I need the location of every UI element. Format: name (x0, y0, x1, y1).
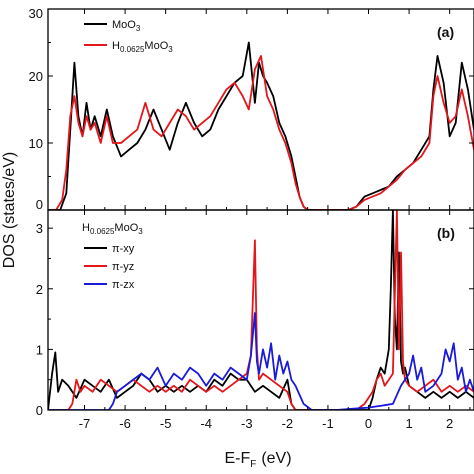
panel-a-series-h0-0625moo3 (48, 55, 474, 210)
panel-b-series-yz (48, 210, 474, 410)
panel-a-legend: MoO3 H0.0625MoO3 (84, 19, 173, 54)
legend-h-tail: MoO (144, 40, 168, 52)
legend-title-sub2: 3 (138, 227, 143, 236)
x-tick-label--1: -1 (322, 416, 334, 431)
panel-b-frame (47, 209, 474, 411)
legend-label-h-moo3: H0.0625MoO3 (112, 40, 173, 54)
legend-label-moo3: MoO3 (112, 19, 141, 33)
legend-title-base: H (82, 222, 90, 234)
x-tick-label--5: -5 (160, 416, 172, 431)
panel-a-ytick-label-20: 20 (29, 69, 43, 84)
legend-title-sub: 0.0625 (90, 227, 115, 236)
legend-title-h-moo3: H0.0625MoO3 (82, 222, 143, 236)
legend-h-base: H (112, 40, 120, 52)
legend-h-sub2: 3 (168, 45, 173, 54)
panel-a-ticks: 0 10 20 30 (29, 6, 474, 212)
legend-moo3-base: MoO (112, 19, 136, 31)
x-tick-label--6: -6 (119, 416, 131, 431)
y-axis-title: DOS (states/eV) (1, 152, 18, 268)
legend-moo3-sub: 3 (136, 24, 141, 33)
panel-b-ytick-label-1: 1 (36, 342, 43, 357)
panel-a-series-moo3 (48, 41, 474, 210)
legend-label-pi-yz: π-yz (112, 261, 134, 273)
x-axis-title-sub: F (250, 459, 256, 470)
panel-a-ytick-label-30: 30 (29, 6, 43, 21)
legend-title-tail: MoO (114, 222, 138, 234)
x-tick-label--3: -3 (241, 416, 253, 431)
legend-h-sub: 0.0625 (120, 45, 145, 54)
panel-b-plot-area (48, 210, 474, 410)
x-tick-label-2: 2 (446, 416, 453, 431)
x-tick-label-1: 1 (405, 416, 412, 431)
x-axis-title-unit: (eV) (261, 450, 291, 467)
panel-b-ticks: 0 1 2 3 -7 -6 -5 -4 -3 -2 -1 0 1 2 (36, 210, 474, 431)
panel-b-ytick-label-0: 0 (36, 403, 43, 418)
legend-label-pi-zx: π-zx (112, 279, 135, 291)
x-axis-title-main: E-F (224, 450, 250, 467)
x-tick-label--7: -7 (79, 416, 91, 431)
panel-b-series-xy (48, 210, 474, 410)
panel-b-ytick-label-3: 3 (36, 221, 43, 236)
panel-a-ytick-label-10: 10 (29, 136, 43, 151)
panel-a-label: (a) (437, 24, 454, 40)
panel-b-legend: H0.0625MoO3 π-xy π-yz π-zx (82, 222, 143, 291)
panel-b-series-zx (48, 312, 474, 410)
x-tick-label-0: 0 (365, 416, 372, 431)
x-axis-title: E-FF (eV) (224, 450, 291, 470)
x-tick-label--4: -4 (200, 416, 212, 431)
panel-b-ytick-label-2: 2 (36, 282, 43, 297)
panel-a-ytick-label-0: 0 (36, 197, 43, 212)
x-tick-label--2: -2 (282, 416, 294, 431)
legend-label-pi-xy: π-xy (112, 243, 135, 255)
panel-b-label: (b) (437, 225, 455, 241)
panel-a-plot-area (48, 41, 474, 210)
